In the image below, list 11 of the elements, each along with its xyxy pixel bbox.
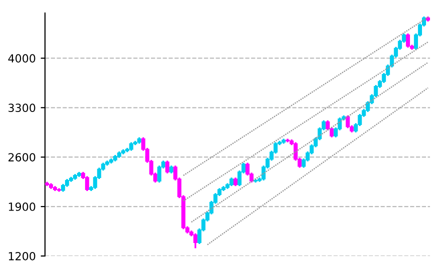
candlestick (157, 164, 162, 184)
candlestick (406, 32, 410, 48)
y-tick-label: 3300 (8, 104, 36, 112)
y-tick-label: 2600 (8, 153, 36, 162)
candlestick (165, 160, 170, 174)
candlestick (346, 114, 350, 129)
candlestick (193, 232, 198, 250)
candlestick (85, 175, 90, 192)
y-tick-label: 1200 (8, 252, 36, 260)
y-tick-label: 1900 (8, 202, 36, 211)
y-tick-label: 4000 (8, 54, 36, 63)
